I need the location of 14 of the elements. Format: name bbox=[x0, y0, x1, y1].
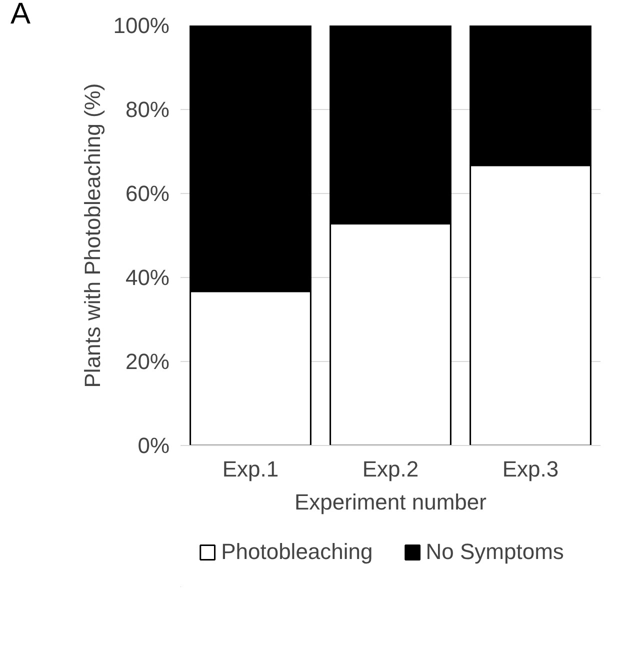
x-tick-label: Exp.3 bbox=[502, 456, 559, 482]
x-axis-title: Experiment number bbox=[294, 490, 486, 514]
legend-label: No Symptoms bbox=[426, 539, 564, 565]
text: A bbox=[10, 0, 31, 30]
y-tick-label: 20% bbox=[125, 349, 170, 374]
y-tick-label: 100% bbox=[113, 13, 170, 38]
y-tick-label: 60% bbox=[125, 181, 170, 206]
legend-label: Photobleaching bbox=[221, 539, 373, 565]
x-tick-label: Exp.2 bbox=[362, 456, 419, 482]
y-axis-title: Plants with Photobleaching (%) bbox=[80, 83, 106, 388]
y-tick-label: 40% bbox=[125, 265, 170, 290]
y-tick-label: 0% bbox=[138, 433, 170, 458]
x-tick-label: Exp.1 bbox=[222, 456, 279, 482]
y-tick-label: 80% bbox=[125, 97, 170, 122]
